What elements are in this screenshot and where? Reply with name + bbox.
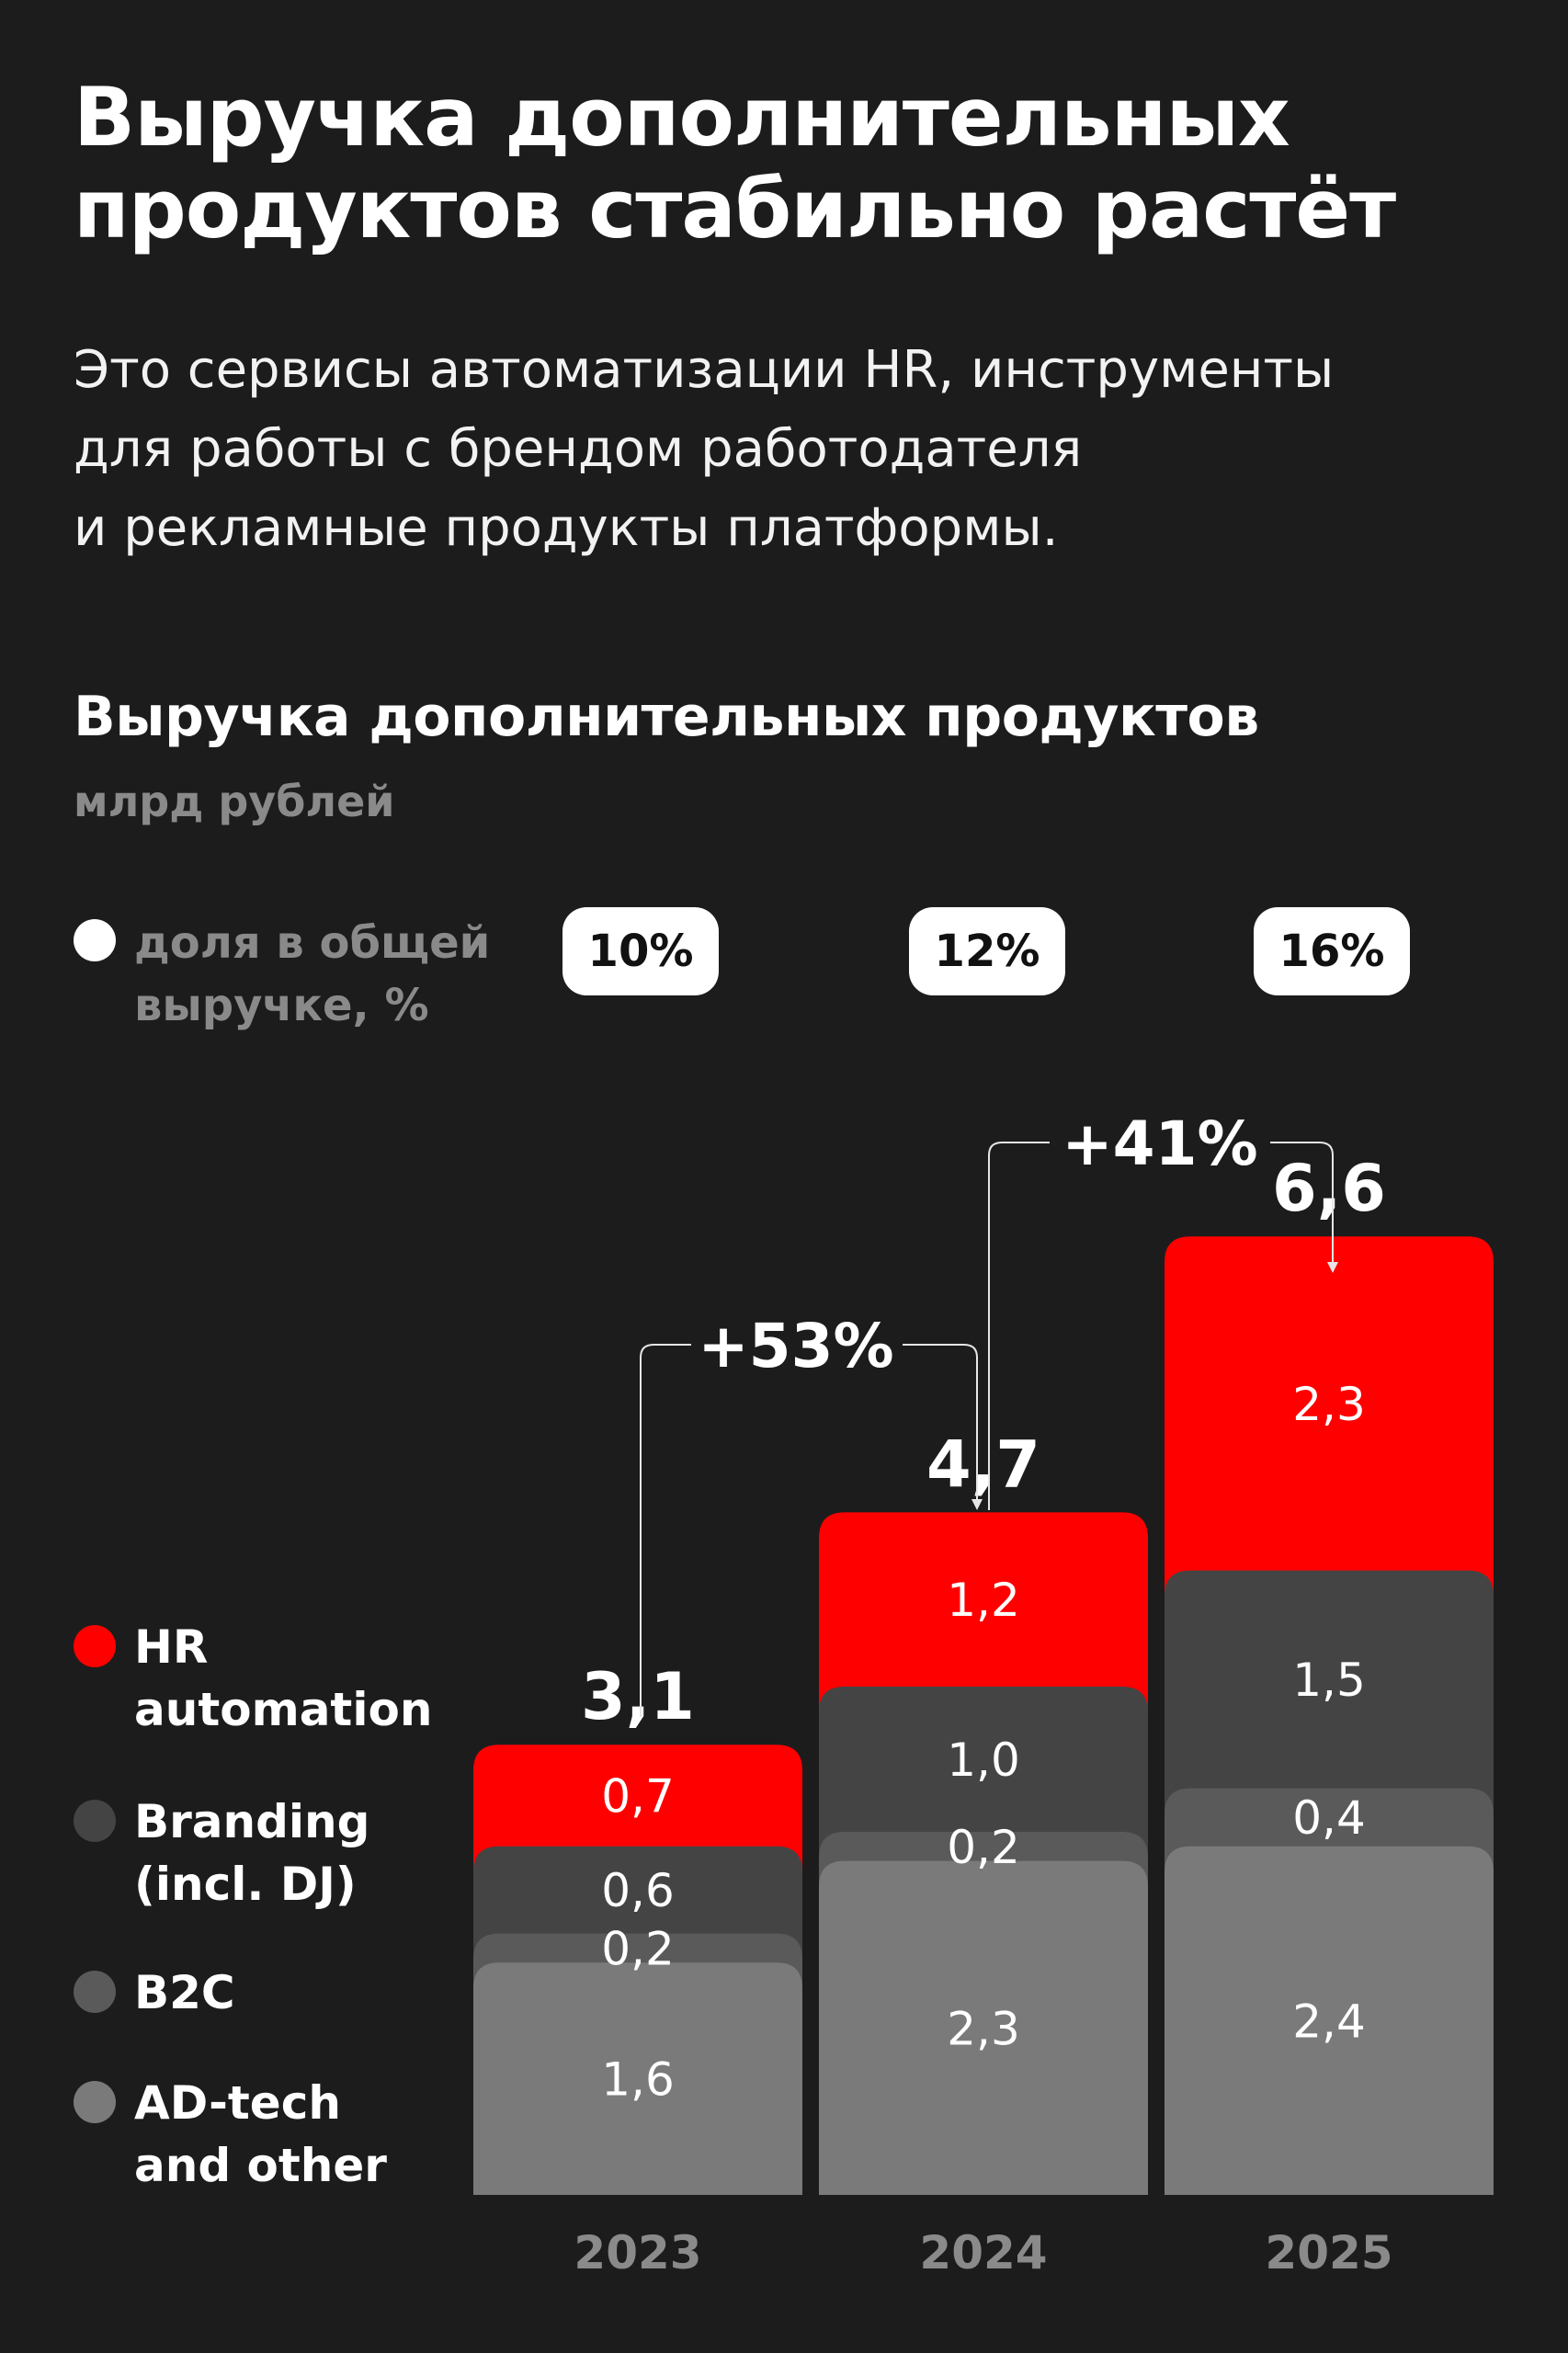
bar-base-2024 <box>819 2165 1148 2195</box>
bar-segment-branding-incl-dj-2025 <box>1165 1570 1494 1814</box>
share-pill-2025: 16% <box>1254 907 1410 995</box>
bar-base-2025 <box>1165 2165 1494 2195</box>
growth-connector-2024-2025 <box>988 1142 1334 1510</box>
bar-segment-hr-automation-2023 <box>473 1745 802 1872</box>
year-label-2023: 2023 <box>574 2226 701 2279</box>
bar-segment-hr-automation-2024 <box>819 1512 1148 1712</box>
segment-label-branding-incl-dj-2025: 1,5 <box>1292 1654 1366 1707</box>
growth-label-2024-2025: +41% <box>1062 1108 1257 1179</box>
legend-dot-icon <box>74 1800 116 1842</box>
lede-line-1: Это сервисы автоматизации HR, инструмент… <box>74 340 1335 400</box>
segment-label-hr-automation-2023: 0,7 <box>601 1770 675 1824</box>
segment-label-ad-tech-and-other-2024: 2,3 <box>947 2002 1020 2055</box>
segment-label-b2c-2025: 0,4 <box>1292 1791 1366 1845</box>
year-label-2024: 2024 <box>919 2226 1047 2279</box>
bar-base-2023 <box>473 2165 802 2195</box>
lede: Это сервисы автоматизации HR, инструмент… <box>74 331 1526 568</box>
legend-dot-icon <box>74 1971 116 2013</box>
growth-arrow-icon <box>971 1499 983 1510</box>
legend-dot-icon <box>74 2081 116 2123</box>
bar-total-label-2024: 4,7 <box>926 1427 1040 1502</box>
bar-segment-ad-tech-and-other-2025 <box>1165 1846 1494 2195</box>
lede-line-3: и рекламные продукты платформы. <box>74 498 1059 558</box>
bar-segment-branding-incl-dj-2024 <box>819 1687 1148 1858</box>
segment-label-branding-incl-dj-2024: 1,0 <box>947 1733 1020 1787</box>
share-pill-2023: 10% <box>562 907 719 995</box>
bar-total-label-2023: 3,1 <box>581 1659 695 1734</box>
share-legend-label: доля в общей выручке, % <box>134 917 491 1031</box>
chart-unit: млрд рублей <box>74 777 395 826</box>
share-pill-2024: 12% <box>909 907 1065 995</box>
lede-line-2: для работы с брендом работодателя <box>74 419 1083 479</box>
headline-line-1: Выручка дополнительных <box>74 70 1290 165</box>
growth-label-2023-2024: +53% <box>698 1311 893 1381</box>
bar-segment-ad-tech-and-other-2024 <box>819 1860 1148 2195</box>
bar-total-label-2025: 6,6 <box>1272 1151 1386 1226</box>
year-label-2025: 2025 <box>1265 2226 1392 2279</box>
growth-connector-2023-2024 <box>640 1344 978 1717</box>
bar-segment-hr-automation-2025 <box>1165 1236 1494 1597</box>
segment-label-hr-automation-2025: 2,3 <box>1292 1378 1366 1431</box>
bar-segment-ad-tech-and-other-2023 <box>473 1962 802 2195</box>
headline: Выручка дополнительных продуктов стабиль… <box>74 72 1507 256</box>
segment-label-branding-incl-dj-2023: 0,6 <box>601 1864 675 1917</box>
segment-label-hr-automation-2024: 1,2 <box>947 1574 1020 1627</box>
growth-arrow-icon <box>1327 1262 1338 1273</box>
share-legend-dot-icon <box>74 919 116 961</box>
segment-label-ad-tech-and-other-2025: 2,4 <box>1292 1995 1366 2048</box>
headline-line-2: продуктов стабильно растёт <box>74 162 1396 256</box>
segment-label-ad-tech-and-other-2023: 1,6 <box>601 2053 675 2107</box>
bar-segment-branding-incl-dj-2023 <box>473 1846 802 1960</box>
segment-label-b2c-2024: 0,2 <box>947 1821 1020 1874</box>
legend-dot-icon <box>74 1625 116 1667</box>
segment-label-b2c-2023: 0,2 <box>601 1922 675 1975</box>
chart-title: Выручка дополнительных продуктов <box>74 685 1259 749</box>
